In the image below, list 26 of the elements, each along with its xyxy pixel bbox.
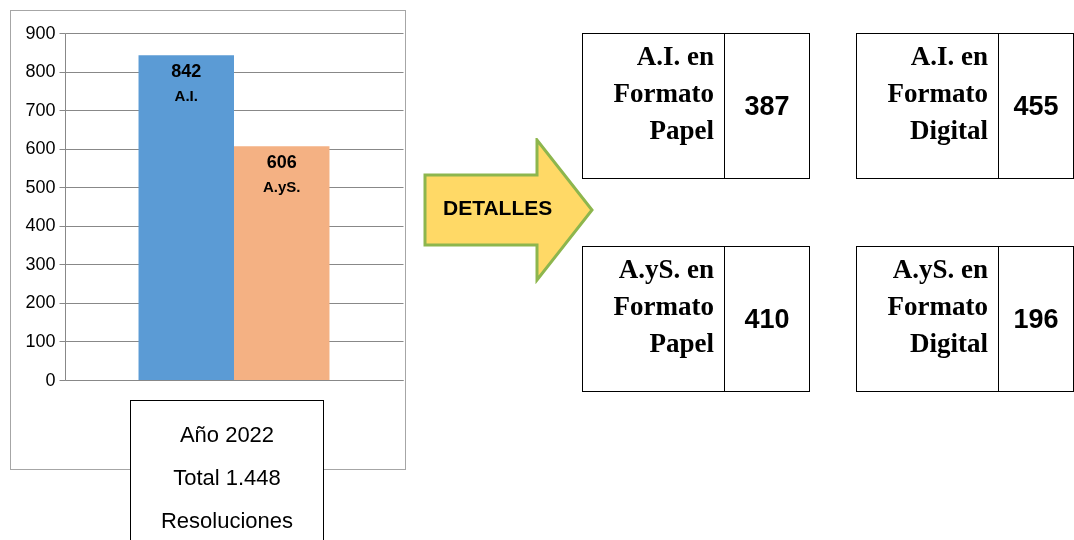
y-tick-label: 300 bbox=[25, 253, 56, 274]
text: A.I. en Formato Digital bbox=[857, 34, 999, 178]
y-tick-label: 100 bbox=[25, 330, 56, 351]
series-label: A.I. bbox=[174, 87, 198, 105]
text: 455 bbox=[1012, 89, 1060, 123]
y-tick-label: 600 bbox=[25, 138, 56, 159]
y-tick-label: 0 bbox=[45, 369, 56, 390]
y-tick-label: 500 bbox=[25, 176, 56, 197]
text: Año 2022 bbox=[178, 421, 276, 449]
y-tick-label: 800 bbox=[25, 61, 56, 82]
y-tick-label: 900 bbox=[25, 22, 56, 43]
series-label: A.yS. bbox=[262, 178, 301, 196]
text: A.yS. en Formato Papel bbox=[583, 247, 725, 391]
text: 196 bbox=[1012, 302, 1060, 336]
data-label: 606 bbox=[266, 152, 297, 173]
text: Total 1.448 bbox=[172, 464, 282, 492]
text: Resoluciones bbox=[159, 507, 295, 535]
y-tick-label: 200 bbox=[25, 292, 56, 313]
y-tick-label: 700 bbox=[25, 99, 56, 120]
text: A.I. en Formato Papel bbox=[583, 34, 725, 178]
text: DETALLES bbox=[443, 196, 553, 220]
text: 387 bbox=[743, 89, 791, 123]
text: 410 bbox=[743, 302, 791, 336]
y-tick-label: 400 bbox=[25, 215, 56, 236]
text: A.yS. en Formato Digital bbox=[857, 247, 999, 391]
data-label: 842 bbox=[171, 61, 202, 82]
